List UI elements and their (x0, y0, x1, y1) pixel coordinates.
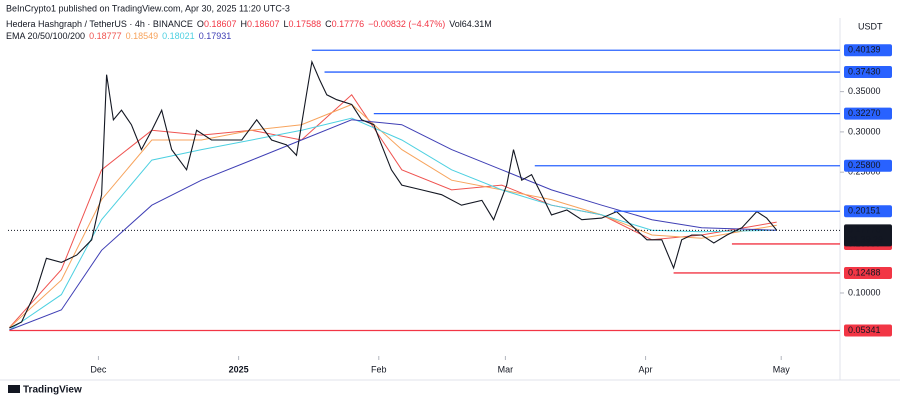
ohlc-value: 0.17588 (289, 19, 322, 29)
change: −0.00832 (−4.47%) (368, 19, 445, 29)
y-tick-label: 0.30000 (848, 126, 881, 136)
legend-entry: 0.18777 (89, 31, 122, 41)
ohlc-value: 0.18607 (204, 19, 237, 29)
symbol: Hedera Hashgraph / TetherUS · 4h · BINAN… (6, 19, 193, 29)
level-label-box (844, 159, 892, 172)
volume: Vol64.31M (449, 19, 492, 29)
ema-line (9, 103, 777, 328)
ohlc-label: O (197, 19, 204, 29)
level-label: 0.05341 (848, 325, 881, 335)
level-label-box (844, 266, 892, 279)
ohlc-label: H (240, 19, 247, 29)
x-tick-label: Feb (371, 364, 387, 374)
currency: USDT (858, 21, 883, 31)
ohlc-label: C (325, 19, 332, 29)
price-line (9, 59, 778, 329)
level-label-box (844, 324, 892, 337)
level-label-box (844, 66, 892, 79)
y-tick-label: 0.35000 (848, 86, 881, 96)
ema-line (9, 117, 777, 331)
level-label: 0.40139 (848, 45, 881, 55)
level-label: 0.25800 (848, 160, 881, 170)
level-label-box (844, 44, 892, 57)
ema-line: EMA 20/50/100/200 0.18777 0.18549 0.18021 0.… (6, 31, 231, 41)
last-price-box (844, 224, 892, 247)
x-tick-label: May (773, 364, 791, 374)
publisher: BeInCrypto1 published on TradingView.com… (6, 3, 290, 13)
level-label: 0.37430 (848, 66, 881, 76)
legend-entry: 0.17931 (199, 31, 232, 41)
level-label: 0.12488 (848, 267, 881, 277)
ohlc-label: L (284, 19, 289, 29)
logo-mark (8, 385, 20, 393)
x-tick-label: 2025 (229, 364, 249, 374)
ema-line (9, 119, 777, 331)
brand: TradingView (23, 385, 82, 396)
x-tick-label: Dec (90, 364, 107, 374)
ohlc-value: 0.18607 (247, 19, 280, 29)
x-tick-label: Apr (639, 364, 653, 374)
brand-logo (8, 385, 20, 393)
ema-title: EMA 20/50/100/200 (6, 31, 85, 41)
level-label-box (844, 205, 892, 218)
y-tick-label: 0.10000 (848, 287, 881, 297)
legend-entry: 0.18549 (126, 31, 159, 41)
x-tick-label: Mar (498, 364, 514, 374)
countdown: 01:39:29 (848, 235, 883, 245)
ohlc-value: 0.17776 (332, 19, 365, 29)
level-label-box (844, 107, 892, 120)
symbol-line: Hedera Hashgraph / TetherUS · 4h · BINAN… (6, 19, 492, 29)
legend-entry: 0.18021 (162, 31, 195, 41)
level-label: 0.20151 (848, 206, 881, 216)
last-price-label: 0.17776 (848, 225, 881, 235)
level-label: 0.32270 (848, 108, 881, 118)
